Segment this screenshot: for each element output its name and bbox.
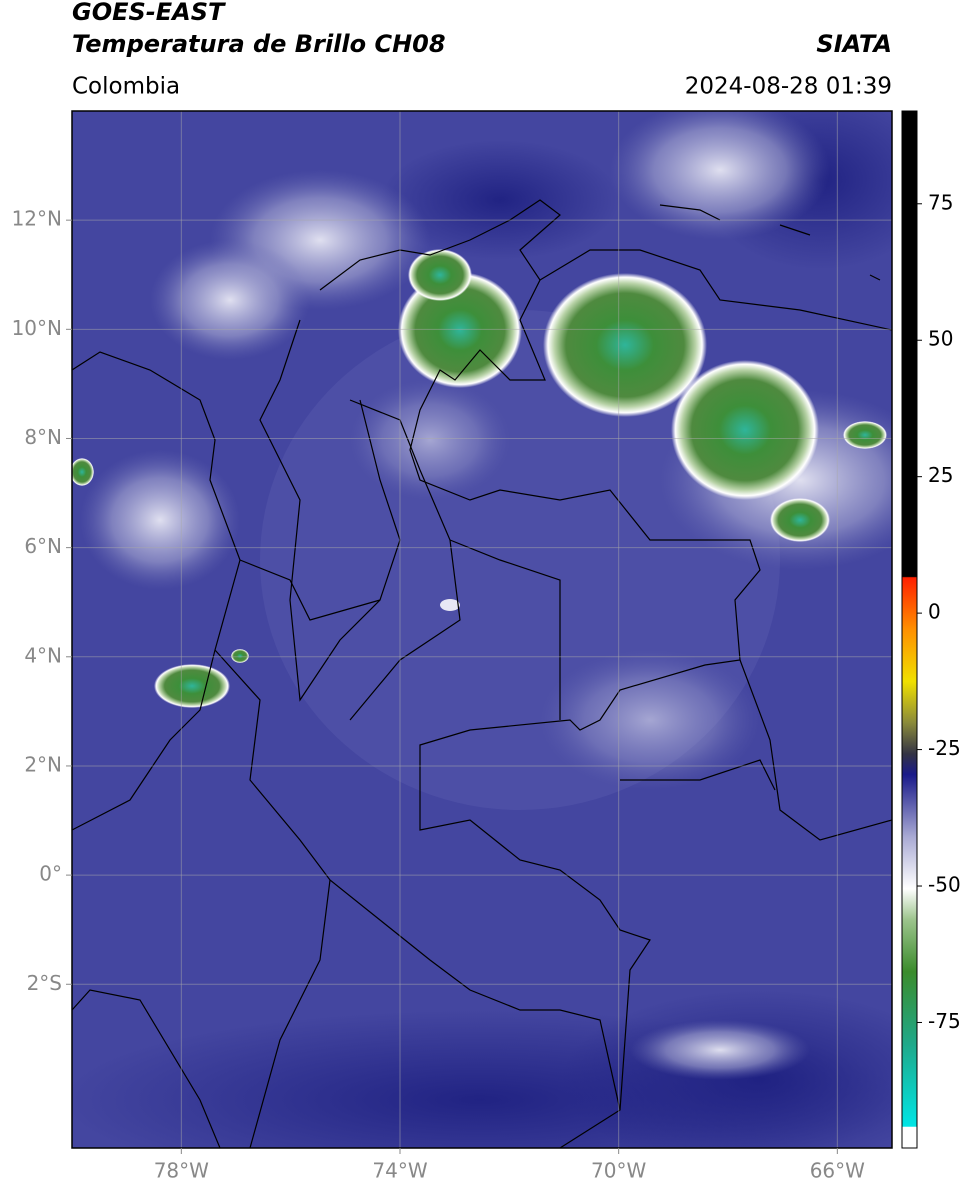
datetime: 2024-08-28 01:39 [685,74,892,100]
title: GOES-EAST [72,0,226,26]
colorbar-tick-label: -50 [928,873,961,897]
colorbar [901,110,918,1149]
lon-tick-label: 78°W [154,1159,209,1183]
lat-tick-label: 4°N [24,643,62,667]
region: Colombia [72,74,180,100]
lat-tick-label: 12°N [12,207,62,231]
lon-tick-label: 66°W [810,1159,865,1183]
lat-tick-label: 10°N [12,316,62,340]
colorbar-tick-label: 75 [928,190,953,214]
borders [72,199,892,1148]
graticule [72,111,892,1148]
source: SIATA [816,30,892,58]
colorbar-tick-label: -25 [928,736,961,760]
lat-tick-label: 0° [39,862,62,886]
colorbar-tick-label: 50 [928,327,953,351]
satellite-image [72,111,892,1148]
lat-tick-label: 8°N [24,425,62,449]
lon-tick-label: 74°W [372,1159,427,1183]
colorbar-tick-label: 25 [928,463,953,487]
lat-tick-label: 2°S [27,971,62,995]
map-frame [71,110,893,1149]
subtitle: Temperatura de Brillo CH08 [72,30,446,58]
colorbar-tick-label: 0 [928,600,941,624]
lon-tick-label: 70°W [591,1159,646,1183]
colorbar-tick-label: -75 [928,1009,961,1033]
lat-tick-label: 6°N [24,534,62,558]
lat-tick-label: 2°N [24,752,62,776]
